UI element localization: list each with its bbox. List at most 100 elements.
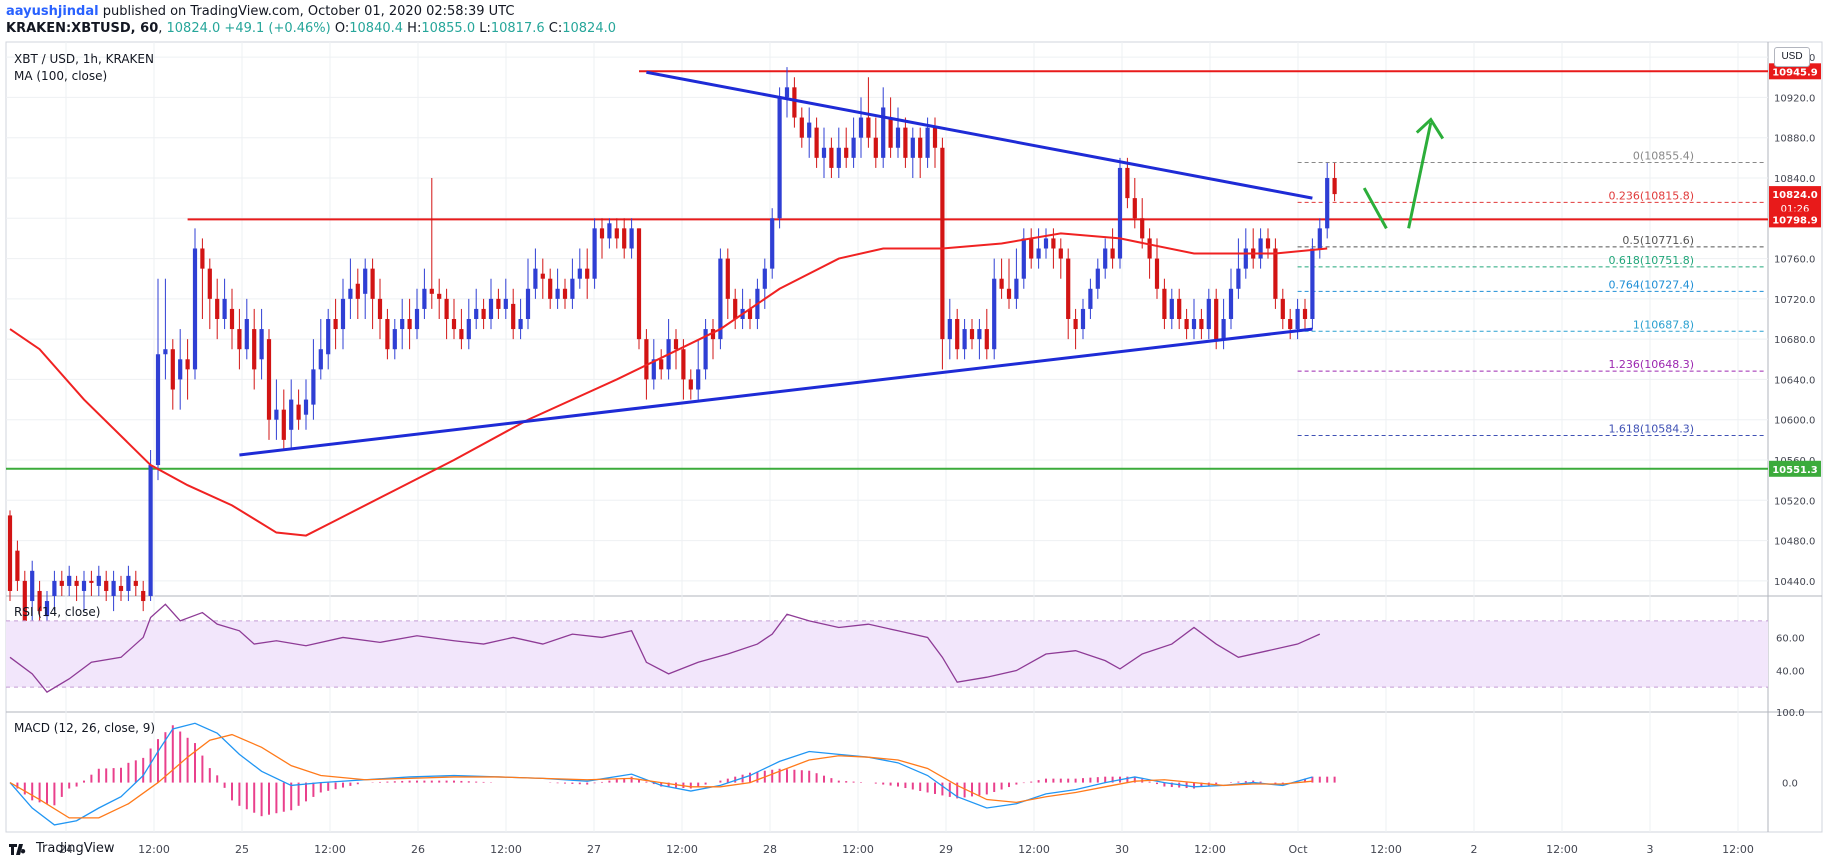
candle-body: [1206, 298, 1211, 330]
candle-body: [1325, 177, 1330, 229]
last-price: 10824.0: [166, 21, 221, 36]
chart-header: aayushjindal published on TradingView.co…: [6, 4, 616, 36]
candle-body: [1310, 248, 1315, 319]
candle-body: [858, 117, 864, 138]
candle-body: [118, 585, 124, 591]
candle-body: [44, 601, 50, 617]
candle-body: [1036, 248, 1041, 259]
candle-body: [1236, 268, 1241, 289]
candle-body: [1110, 248, 1115, 259]
candle-body: [481, 308, 486, 319]
x-tick-label: 28: [763, 843, 777, 856]
x-tick-label: 12:00: [138, 843, 170, 856]
candle-body: [570, 278, 575, 299]
candle-body: [703, 329, 708, 370]
candle-body: [1014, 278, 1019, 299]
candle-body: [185, 359, 190, 370]
price-label: 10945.9: [1772, 67, 1818, 78]
y-tick-label: 10600.0: [1774, 416, 1815, 427]
fib-level-label: 0.236(10815.8): [1608, 189, 1694, 202]
candle-body: [518, 319, 523, 330]
candle-body: [1191, 319, 1197, 330]
fib-level-label: 0.764(10727.4): [1608, 278, 1694, 291]
candle-body: [533, 268, 538, 289]
low-value: 10817.6: [490, 21, 545, 36]
candle-body: [636, 228, 642, 340]
currency-button[interactable]: USD: [1774, 47, 1810, 67]
candle-body: [1199, 319, 1204, 330]
candle-body: [1021, 238, 1026, 279]
candle-body: [999, 278, 1004, 289]
candle-body: [1288, 319, 1293, 330]
price-label: 10551.3: [1772, 465, 1818, 476]
fib-level-label: 1(10687.8): [1633, 318, 1694, 331]
high-label: H:: [407, 21, 422, 36]
candle-body: [348, 288, 353, 299]
candle-body: [1132, 198, 1137, 219]
candle-body: [1228, 288, 1234, 319]
macd-y-tick: 0.0: [1782, 779, 1798, 790]
price-label-box: [1769, 211, 1821, 228]
candle-body: [30, 570, 35, 602]
candle-body: [133, 580, 138, 586]
candle-body: [274, 409, 279, 420]
fib-level-label: 1.236(10648.3): [1608, 358, 1694, 371]
candle-body: [289, 399, 294, 430]
candle-body: [851, 137, 856, 158]
candle-body: [607, 223, 612, 239]
candle-body: [281, 409, 286, 440]
macd-legend[interactable]: MACD (12, 26, close, 9): [14, 721, 156, 735]
candle-body: [718, 258, 723, 340]
candle-body: [15, 550, 20, 581]
candle-body: [873, 137, 878, 158]
candle-body: [629, 228, 634, 249]
candle-body: [407, 319, 412, 330]
candle-body: [562, 288, 568, 299]
candle-body: [725, 258, 730, 299]
candle-body: [244, 319, 249, 350]
footer-brand[interactable]: TradingView: [8, 841, 115, 856]
x-tick-label: 12:00: [1370, 843, 1402, 856]
candle-body: [1125, 167, 1130, 199]
macd-y-tick: 100.0: [1776, 708, 1805, 719]
candle-body: [215, 298, 220, 319]
candle-body: [577, 268, 582, 279]
author-name[interactable]: aayushjindal: [6, 4, 99, 19]
price-label-countdown: 01:26: [1781, 204, 1810, 215]
candle-body: [918, 137, 923, 158]
symbol-name: KRAKEN:XBTUSD, 60: [6, 21, 159, 36]
candle-body: [1280, 298, 1285, 319]
candle-body: [829, 147, 834, 168]
candle-body: [659, 359, 664, 370]
candle-body: [992, 278, 997, 350]
candle-body: [1117, 167, 1123, 259]
ma-legend[interactable]: MA (100, close): [14, 69, 108, 83]
candle-body: [1051, 238, 1056, 249]
candle-body: [496, 298, 501, 309]
rsi-legend[interactable]: RSI (14, close): [14, 605, 101, 619]
open-value: 10840.4: [349, 21, 404, 36]
candle-body: [1295, 308, 1300, 330]
x-tick-label: 29: [939, 843, 953, 856]
price-label: 10824.0: [1772, 190, 1818, 201]
brand-name: TradingView: [36, 841, 115, 856]
x-tick-label: 24: [59, 843, 73, 856]
candle-body: [459, 329, 464, 340]
candle-body: [777, 97, 782, 219]
candle-body: [229, 308, 235, 330]
candle-body: [932, 127, 938, 148]
rsi-line: [9, 603, 1321, 693]
candle-body: [340, 298, 346, 330]
candle-body: [192, 248, 198, 370]
candle-body: [1317, 228, 1322, 249]
candle-body: [525, 288, 531, 319]
candle-body: [1169, 298, 1174, 319]
candle-body: [799, 117, 804, 138]
candle-body: [1162, 288, 1167, 319]
candle-body: [52, 580, 57, 596]
candle-body: [400, 319, 405, 330]
candle-body: [555, 288, 560, 299]
price-change: +49.1 (+0.46%): [224, 21, 331, 36]
x-tick-label: 12:00: [1722, 843, 1754, 856]
